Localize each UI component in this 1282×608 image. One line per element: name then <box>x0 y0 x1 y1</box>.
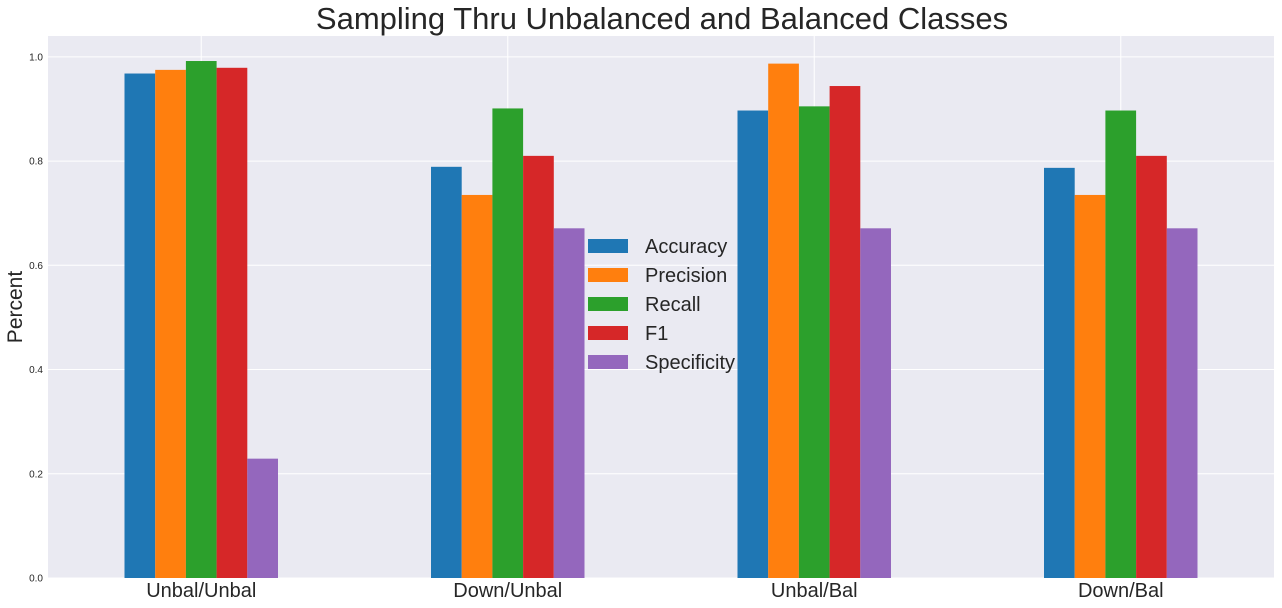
bar-f1-1 <box>216 67 248 579</box>
bar-accuracy-2 <box>431 166 462 578</box>
bar-f1-3 <box>829 86 861 579</box>
legend-swatch-f1 <box>588 326 628 340</box>
legend-label-precision: Precision <box>645 265 727 287</box>
bar-specificity-1 <box>247 458 278 578</box>
bar-recall-1 <box>185 61 217 579</box>
y-tick-label: 0.2 <box>29 469 43 480</box>
y-tick-label: 1.0 <box>29 52 43 63</box>
legend-label-specificity: Specificity <box>645 352 735 374</box>
legend-swatch-recall <box>588 297 628 311</box>
x-ticks: Unbal/Unbal Down/Unbal Unbal/Bal Down/Bal <box>146 580 1163 602</box>
y-tick-label: 0.4 <box>29 365 43 376</box>
legend: Accuracy Precision Recall F1 Specificity <box>588 236 735 374</box>
bar-recall-4 <box>1105 110 1137 579</box>
bar-precision-3 <box>768 63 799 578</box>
bar-f1-4 <box>1136 155 1167 578</box>
bar-f1-2 <box>523 155 554 578</box>
y-axis-label: Percent <box>4 271 27 344</box>
bar-specificity-4 <box>1166 228 1198 578</box>
bar-precision-4 <box>1074 194 1106 579</box>
legend-label-accuracy: Accuracy <box>645 236 727 258</box>
bar-specificity-3 <box>860 228 891 578</box>
bar-recall-2 <box>492 108 524 579</box>
bar-precision-2 <box>461 194 493 579</box>
legend-swatch-specificity <box>588 355 628 369</box>
bar-precision-1 <box>155 69 186 578</box>
legend-swatch-accuracy <box>588 239 628 253</box>
y-tick-label: 0.0 <box>29 574 43 585</box>
legend-label-recall: Recall <box>645 294 701 316</box>
x-tick-label: Unbal/Bal <box>771 580 858 602</box>
bar-recall-3 <box>798 106 830 578</box>
x-tick-label: Unbal/Unbal <box>146 580 256 602</box>
legend-swatch-precision <box>588 268 628 282</box>
bar-specificity-2 <box>553 228 585 578</box>
chart-title: Sampling Thru Unbalanced and Balanced Cl… <box>316 1 1008 36</box>
bar-accuracy-1 <box>124 73 156 579</box>
legend-label-f1: F1 <box>645 323 668 345</box>
bar-accuracy-3 <box>737 110 769 579</box>
x-tick-label: Down/Unbal <box>453 580 562 602</box>
bar-accuracy-4 <box>1044 167 1075 578</box>
y-ticks: 0.0 0.2 0.4 0.6 0.8 1.0 <box>29 52 43 584</box>
y-tick-label: 0.6 <box>29 261 43 272</box>
x-tick-label: Down/Bal <box>1078 580 1164 602</box>
bars <box>124 61 1198 579</box>
y-tick-label: 0.8 <box>29 157 43 168</box>
